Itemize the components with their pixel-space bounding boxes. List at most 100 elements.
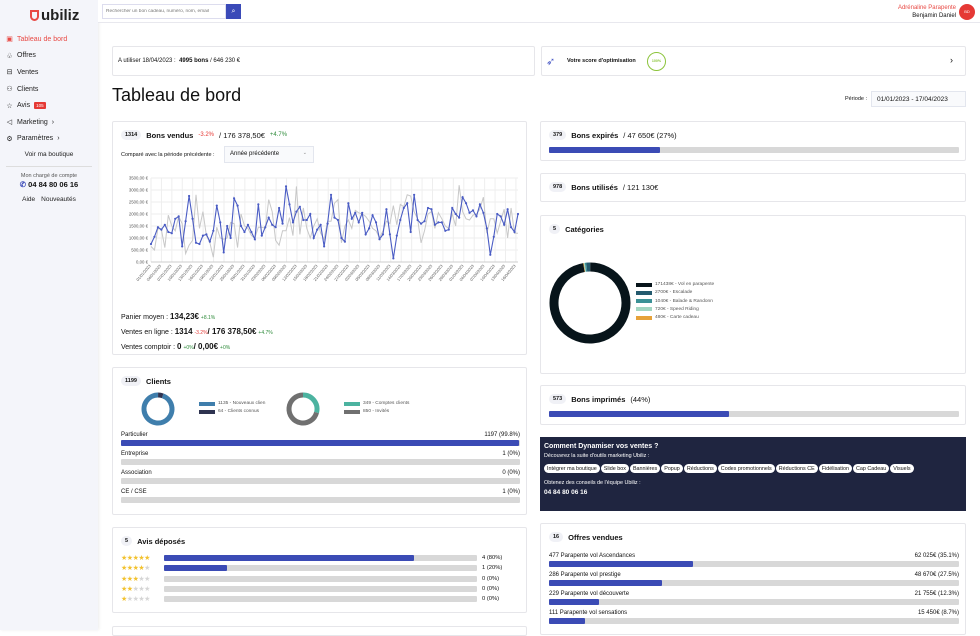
marketing-tool-chip[interactable]: Codes promotionnels [718,464,775,473]
panier-label: Panier moyen : [121,314,168,321]
data-point [507,208,509,210]
topbar: ⌕ Adrénaline Parapente Benjamin Daniel B… [98,0,980,23]
legend-label: 2700€ - Escalade [655,290,692,295]
data-point [517,213,519,215]
sidebar-item-label: Paramètres [17,135,53,142]
data-point [493,236,495,238]
score-card[interactable]: ➶ Votre score d'optimisation 100% › [541,46,966,76]
megaphone-icon: ◁ [6,118,13,126]
search-button[interactable]: ⌕ [226,4,241,19]
score-badge: 100% [647,52,666,71]
legend-label: 349 - Comptes clients [363,401,409,406]
bar-fill [164,565,227,571]
marketing-tool-chip[interactable]: Intégrer ma boutique [544,464,600,473]
data-point [285,185,287,187]
period-input[interactable]: 01/01/2023 - 17/04/2023 [871,91,966,107]
gear-icon: ⚙ [6,135,13,143]
data-point [448,229,450,231]
donut-slice [303,395,317,413]
used-title: Bons utilisés [571,183,618,192]
account-phone[interactable]: 04 84 80 06 16 [28,180,78,189]
y-tick-label: 3000,00 € [129,188,149,193]
client-type-bar [121,440,520,446]
marketing-tool-chip[interactable]: Fidélisation [819,464,852,473]
marketing-tool-chip[interactable]: Slide box [601,464,629,473]
legend-item: 349 - Comptes clients [344,401,409,406]
sidebar-item-ventes[interactable]: ⊟Ventes [6,64,96,81]
clients-new-donut [140,391,176,427]
data-point [275,226,277,228]
counter-label: Ventes comptoir : [121,344,175,351]
data-point [444,230,446,232]
client-type-bar [121,459,520,465]
data-point [295,211,297,213]
clients-title: Clients [146,377,171,386]
review-value: 0 (0%) [482,586,499,592]
sidebar-item-clients[interactable]: ⚇Clients [6,81,96,98]
marketing-tool-chip[interactable]: Réductions [684,464,717,473]
client-type-value: 1 (0%) [502,451,520,457]
counter-count-delta: +0% [183,345,193,351]
legend-label: 64 - Clients connus [218,409,259,414]
online-amount: / 176 378,50€ [208,327,257,336]
legend-item: 720€ - Speed Riding [636,307,714,312]
search-input[interactable] [102,4,226,19]
data-point [226,225,228,227]
data-point [153,236,155,238]
offer-bar [549,561,959,567]
users-icon: ⚇ [6,85,13,93]
reviews-badge: 105 [34,102,46,109]
sidebar-item-marketing[interactable]: ◁Marketing› [6,114,96,131]
data-point [354,212,356,214]
data-point [299,206,301,208]
printed-card: 573 Bons imprimés (44%) [540,385,966,425]
offer-label: 229 Parapente vol découverte [549,591,629,597]
data-point [496,213,498,215]
marketing-tool-chip[interactable]: Bannières [630,464,660,473]
counter-count: 0 [177,342,181,351]
marketing-box: Comment Dynamiser vos ventes ? Découvrez… [540,437,966,511]
data-point [413,194,415,196]
marketing-tool-chip[interactable]: Cap Cadeau [853,464,889,473]
data-point [385,208,387,210]
help-link[interactable]: Aide [22,196,35,203]
sidebar-item-param-tres[interactable]: ⚙ Paramètres › [6,131,96,148]
data-point [178,215,180,217]
data-point [185,220,187,222]
y-tick-label: 2000,00 € [129,212,149,217]
dashboard-icon: ▣ [6,35,13,43]
view-shop-link[interactable]: Voir ma boutique [0,151,98,158]
client-type-bar [121,478,520,484]
compare-select[interactable]: Année précédente⌄ [224,146,314,163]
marketing-phone[interactable]: 04 84 80 06 16 [544,489,962,496]
data-point [306,219,308,221]
chevron-right-icon[interactable]: › [950,55,953,65]
logo[interactable]: ubiliz [30,7,79,24]
marketing-tool-chip[interactable]: Réductions CE [776,464,818,473]
review-bar [164,576,477,582]
sidebar-item-offres[interactable]: ♧Offres [6,48,96,65]
used-card: 978 Bons utilisés / 121 130€ [540,173,966,202]
chevron-right-icon: › [57,135,59,142]
data-point [292,221,294,223]
data-point [475,215,477,217]
legend-item: 64 - Clients connus [199,409,265,414]
news-link[interactable]: Nouveautés [41,196,76,203]
data-point [358,221,360,223]
avatar[interactable]: BD [959,4,975,20]
legend-item: 480€ - Carte cadeau [636,315,714,320]
data-point [257,203,259,205]
marketing-tool-chip[interactable]: Popup [661,464,683,473]
sidebar-item-tableau-de-bord[interactable]: ▣Tableau de bord [6,31,96,48]
categories-title: Catégories [565,225,604,234]
star-icon: ★ [144,555,150,562]
review-bar [164,596,477,602]
reviews-count: 5 [121,536,132,546]
user-info[interactable]: Adrénaline Parapente Benjamin Daniel [898,4,956,20]
data-point [403,207,405,209]
data-point [233,197,235,199]
marketing-tool-chip[interactable]: Visuels [890,464,913,473]
